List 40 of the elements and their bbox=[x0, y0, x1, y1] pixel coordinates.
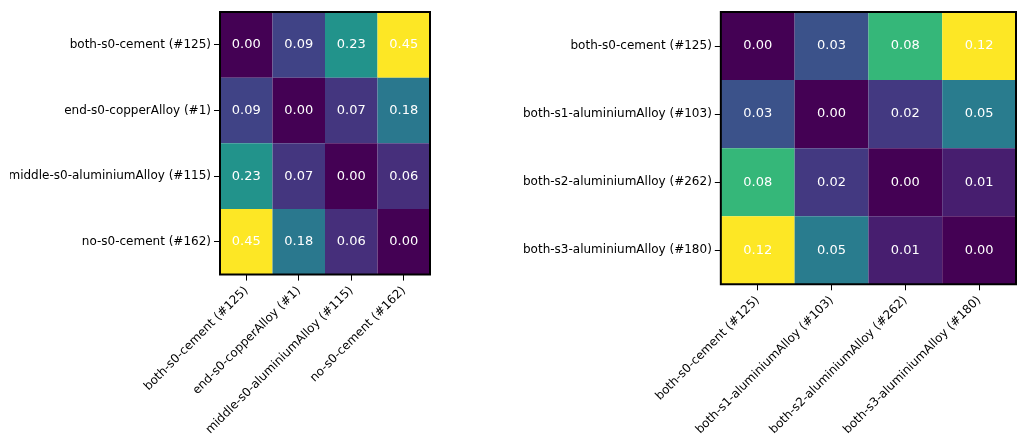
data-label: 0.18 bbox=[389, 101, 419, 117]
data-label: 0.18 bbox=[284, 233, 314, 249]
data-label: 0.45 bbox=[231, 233, 261, 249]
data-label: 0.00 bbox=[336, 167, 366, 183]
data-label: 0.45 bbox=[389, 36, 419, 52]
data-label: 0.23 bbox=[336, 36, 366, 52]
data-label: 0.01 bbox=[890, 241, 920, 257]
y-tick-label: no-s0-cement (#162) bbox=[81, 233, 211, 248]
data-label: 0.05 bbox=[817, 241, 846, 257]
data-label: 0.00 bbox=[231, 36, 261, 52]
data-label: 0.01 bbox=[964, 173, 994, 189]
data-label: 0.02 bbox=[890, 105, 920, 121]
data-label: 0.00 bbox=[743, 37, 773, 53]
y-tick-label: both-s0-cement (#125) bbox=[570, 38, 712, 53]
data-label: 0.09 bbox=[231, 101, 261, 117]
data-label: 0.00 bbox=[284, 101, 314, 117]
data-label: 0.00 bbox=[890, 173, 920, 189]
data-label: 0.12 bbox=[743, 241, 773, 257]
data-label: 0.06 bbox=[389, 167, 419, 183]
data-label: 0.23 bbox=[231, 167, 261, 183]
data-label: 0.00 bbox=[817, 105, 846, 121]
data-label: 0.07 bbox=[336, 101, 366, 117]
data-label: 0.09 bbox=[284, 36, 314, 52]
data-label: 0.03 bbox=[817, 37, 846, 53]
y-tick-label: both-s1-aluminiumAlloy (#103) bbox=[523, 106, 712, 121]
data-label: 0.08 bbox=[743, 173, 773, 189]
data-label: 0.08 bbox=[890, 37, 920, 53]
data-label: 0.05 bbox=[964, 105, 994, 121]
data-label: 0.06 bbox=[336, 233, 366, 249]
y-tick-label: both-s0-cement (#125) bbox=[69, 36, 211, 51]
y-tick-label: both-s2-aluminiumAlloy (#262) bbox=[523, 174, 712, 189]
data-label: 0.07 bbox=[284, 167, 314, 183]
data-label: 0.00 bbox=[389, 233, 419, 249]
y-tick-label: both-s3-aluminiumAlloy (#180) bbox=[523, 242, 712, 257]
y-tick-label: middle-s0-aluminiumAlloy (#115) bbox=[8, 168, 211, 183]
data-label: 0.02 bbox=[817, 173, 846, 189]
y-tick-label: end-s0-copperAlloy (#1) bbox=[64, 102, 211, 117]
data-label: 0.00 bbox=[964, 241, 994, 257]
data-label: 0.03 bbox=[743, 105, 773, 121]
data-label: 0.12 bbox=[964, 37, 994, 53]
